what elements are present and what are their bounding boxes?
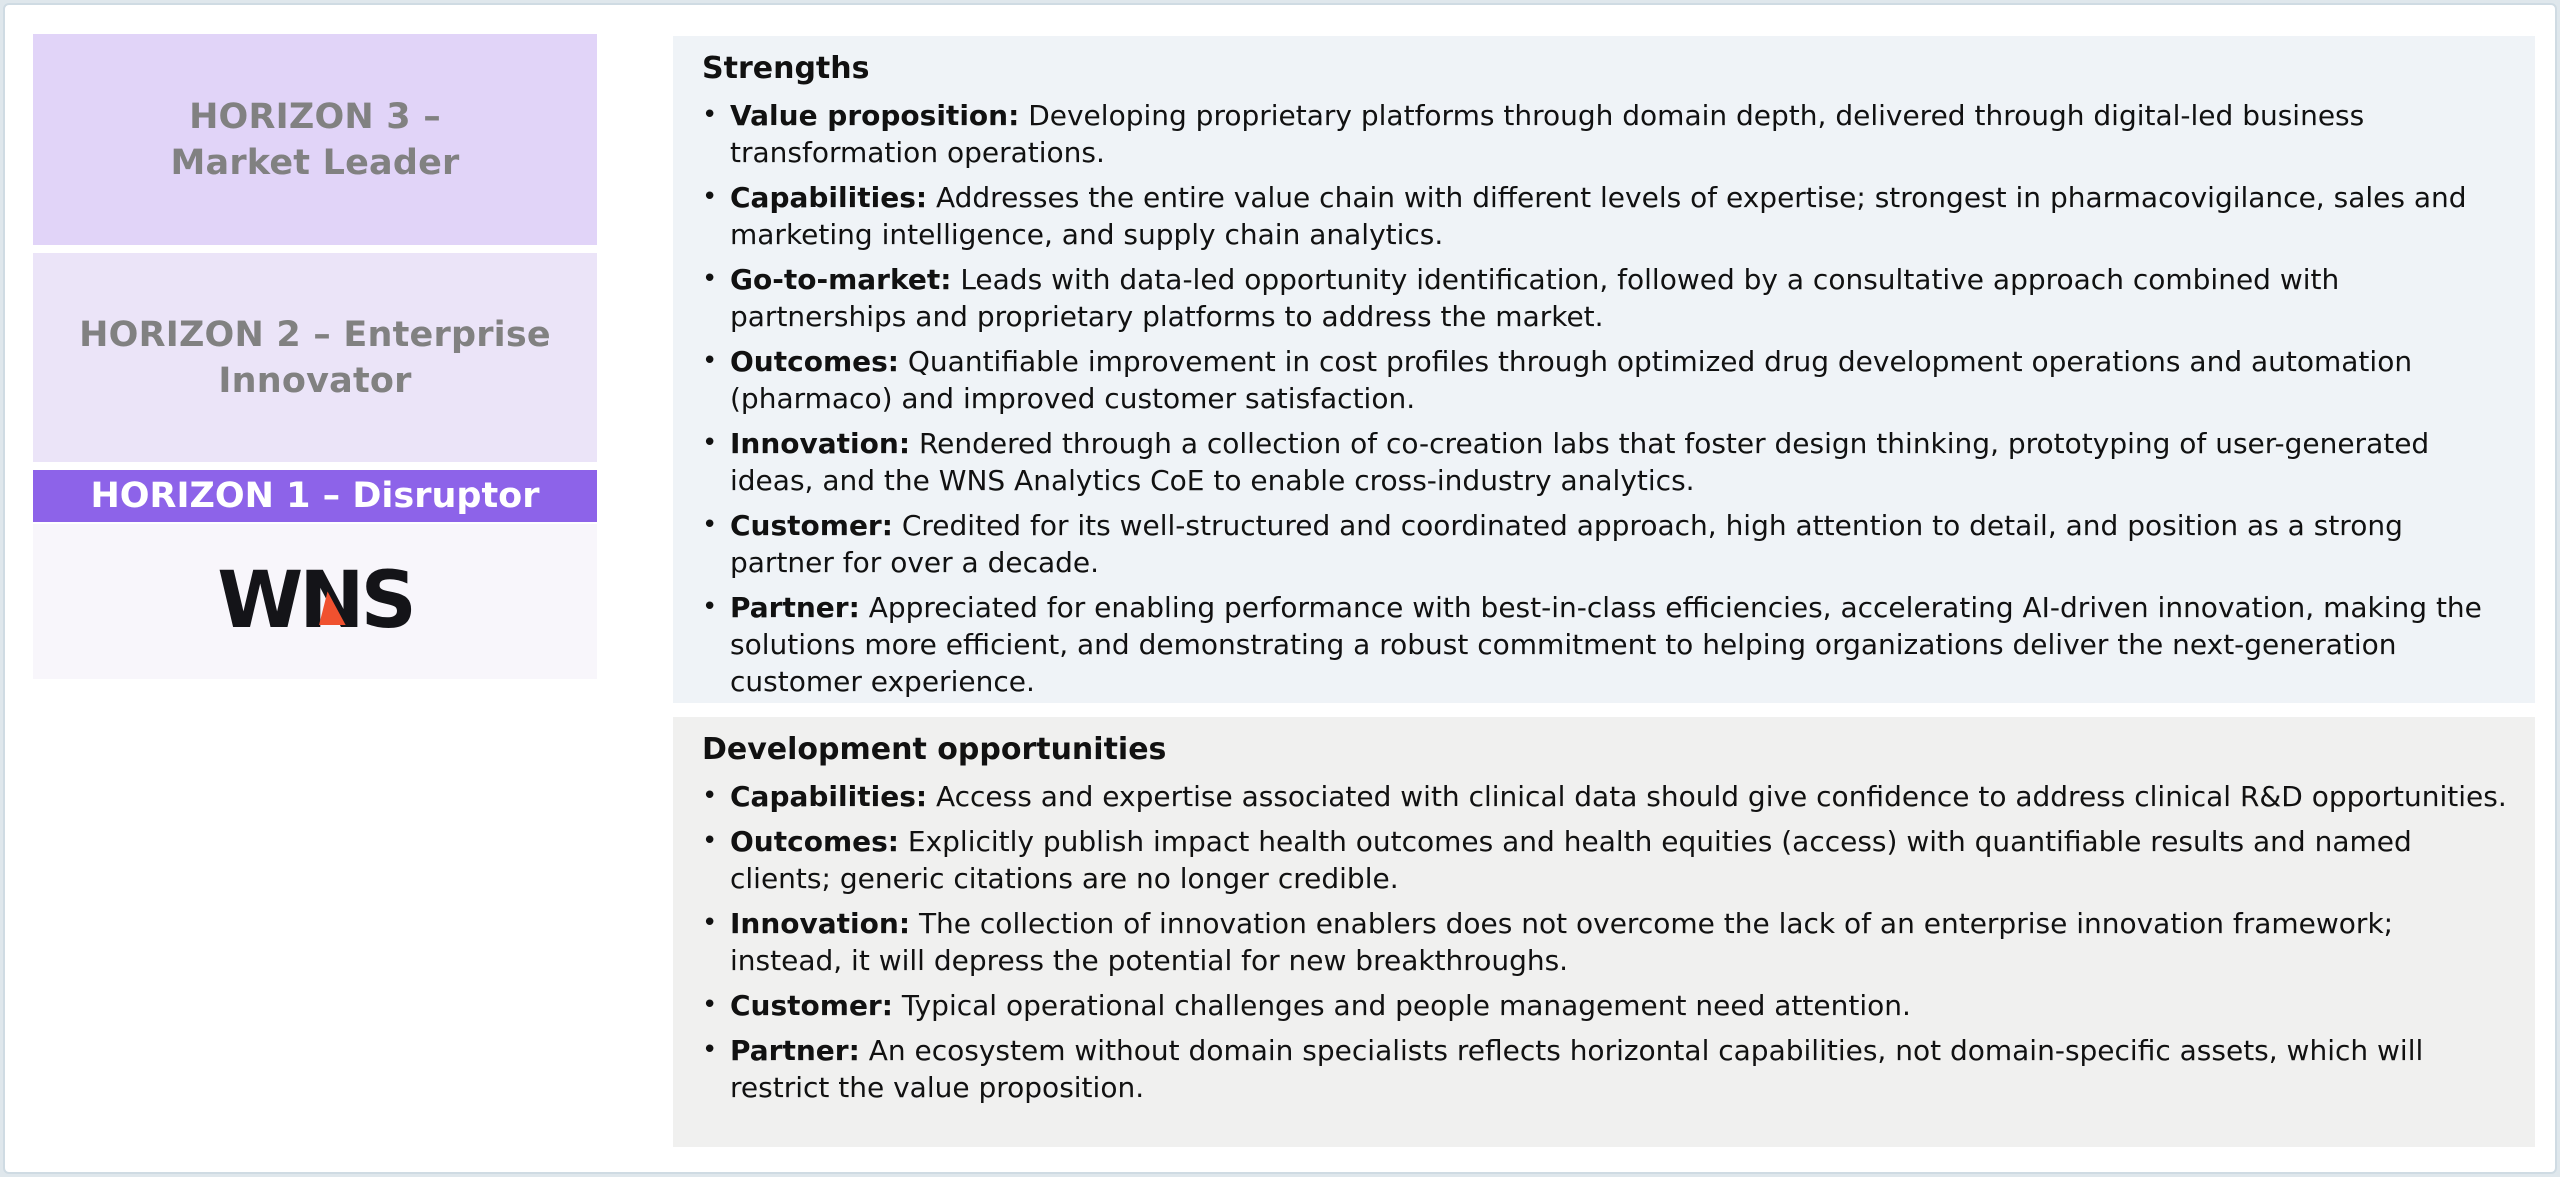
strengths-bullet-value-proposition: • Value proposition: Developing propriet… [702, 97, 2509, 171]
bullet-dot: • [702, 592, 718, 622]
bullet-term: Capabilities: [730, 181, 928, 214]
strengths-bullet-capabilities: • Capabilities: Addresses the entire val… [702, 179, 2509, 253]
wns-logo: WNS [217, 560, 416, 643]
bullet-text: Leads with data-led opportunity identifi… [730, 263, 2340, 333]
bullet-dot: • [702, 510, 718, 540]
wns-logo-text: WNS [217, 555, 416, 646]
bullet-term: Capabilities: [730, 780, 928, 813]
bullet-term: Innovation: [730, 427, 911, 460]
strengths-bullet-innovation: • Innovation: Rendered through a collect… [702, 425, 2509, 499]
horizon-3-label-line2: Market Leader [170, 142, 460, 183]
bullet-dot: • [702, 990, 718, 1020]
bullet-dot: • [702, 100, 718, 130]
bullet-term: Outcomes: [730, 345, 899, 378]
strengths-bullet-outcomes: • Outcomes: Quantifiable improvement in … [702, 343, 2509, 417]
horizon-2-box: HORIZON 2 – Enterprise Innovator [33, 253, 597, 462]
strengths-panel: Strengths • Value proposition: Developin… [673, 36, 2535, 703]
horizon-2-label-line1: HORIZON 2 – Enterprise [79, 314, 551, 355]
bullet-term: Partner: [730, 591, 860, 624]
horizon-1-label: HORIZON 1 – Disruptor [90, 476, 540, 516]
bullet-term: Customer: [730, 989, 893, 1022]
bullet-text: Addresses the entire value chain with di… [730, 181, 2467, 251]
strengths-title: Strengths [702, 51, 870, 86]
slide-page: HORIZON 3 – Market Leader HORIZON 2 – En… [3, 3, 2557, 1174]
bullet-term: Value proposition: [730, 99, 1020, 132]
horizon-3-label-line1: HORIZON 3 – [189, 96, 441, 137]
horizon-3-box: HORIZON 3 – Market Leader [33, 34, 597, 245]
bullet-text: Credited for its well-structured and coo… [730, 509, 2403, 579]
bullet-term: Go-to-market: [730, 263, 952, 296]
development-title: Development opportunities [702, 732, 1167, 767]
horizon-2-label-line2: Innovator [218, 360, 412, 401]
bullet-text: Explicitly publish impact health outcome… [730, 825, 2412, 895]
bullet-text: An ecosystem without domain specialists … [730, 1034, 2424, 1104]
development-bullet-customer: • Customer: Typical operational challeng… [702, 987, 2509, 1024]
bullet-text: Developing proprietary platforms through… [730, 99, 2365, 169]
wns-logo-box: WNS [33, 524, 597, 679]
bullet-term: Outcomes: [730, 825, 899, 858]
bullet-term: Partner: [730, 1034, 860, 1067]
bullet-text: Appreciated for enabling performance wit… [730, 591, 2482, 698]
horizon-stack: HORIZON 3 – Market Leader HORIZON 2 – En… [33, 34, 597, 679]
bullet-text: Access and expertise associated with cli… [935, 780, 2507, 813]
bullet-term: Customer: [730, 509, 893, 542]
development-bullet-outcomes: • Outcomes: Explicitly publish impact he… [702, 823, 2509, 897]
bullet-dot: • [702, 908, 718, 938]
bullet-dot: • [702, 346, 718, 376]
bullet-text: Quantifiable improvement in cost profile… [730, 345, 2413, 415]
bullet-dot: • [702, 264, 718, 294]
bullet-text: The collection of innovation enablers do… [730, 907, 2394, 977]
bullet-text: Rendered through a collection of co-crea… [730, 427, 2430, 497]
bullet-dot: • [702, 428, 718, 458]
bullet-term: Innovation: [730, 907, 911, 940]
development-bullet-capabilities: • Capabilities: Access and expertise ass… [702, 778, 2509, 815]
development-panel: Development opportunities • Capabilities… [673, 717, 2535, 1147]
bullet-dot: • [702, 182, 718, 212]
bullet-dot: • [702, 1035, 718, 1065]
bullet-dot: • [702, 781, 718, 811]
strengths-bullet-customer: • Customer: Credited for its well-struct… [702, 507, 2509, 581]
strengths-bullet-go-to-market: • Go-to-market: Leads with data-led oppo… [702, 261, 2509, 335]
development-bullet-innovation: • Innovation: The collection of innovati… [702, 905, 2509, 979]
bullet-dot: • [702, 826, 718, 856]
bullet-text: Typical operational challenges and peopl… [901, 989, 1911, 1022]
horizon-1-box: HORIZON 1 – Disruptor [33, 470, 597, 522]
development-bullet-partner: • Partner: An ecosystem without domain s… [702, 1032, 2509, 1106]
strengths-bullet-partner: • Partner: Appreciated for enabling perf… [702, 589, 2509, 700]
